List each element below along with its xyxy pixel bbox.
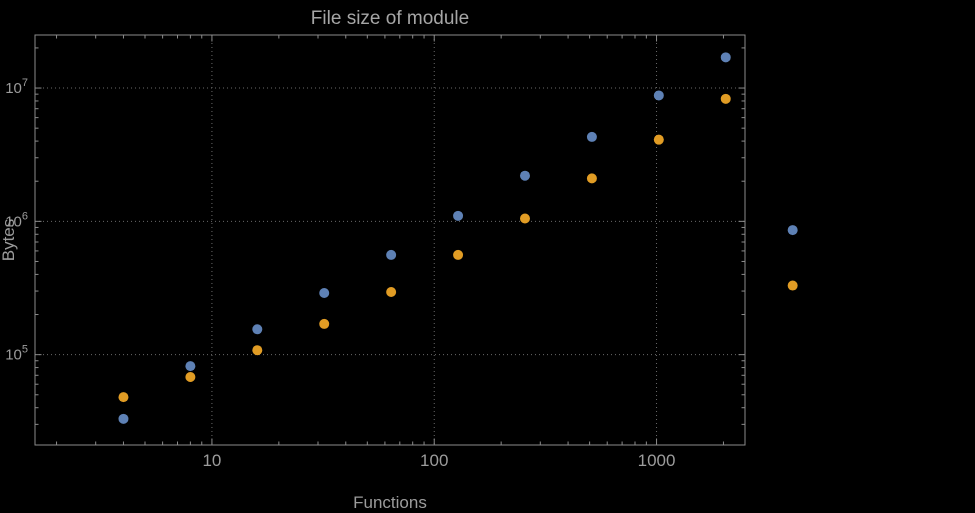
y-tick-label: 107 <box>5 77 28 97</box>
data-point-orange <box>252 345 263 356</box>
y-axis-label: Bytes <box>0 219 18 262</box>
data-point-blue <box>453 210 464 221</box>
data-point-orange <box>653 134 664 145</box>
x-axis-label: Functions <box>353 493 427 512</box>
data-point-blue <box>185 361 196 372</box>
data-point-orange <box>453 249 464 260</box>
data-point-blue <box>519 170 530 181</box>
data-point-orange <box>319 318 330 329</box>
x-tick-label: 1000 <box>638 451 676 470</box>
data-point-orange <box>185 371 196 382</box>
data-point-orange <box>720 93 731 104</box>
data-point-blue <box>252 324 263 335</box>
chart-layer: 10 100 1000 105 106 107 <box>5 34 798 470</box>
data-point-blue <box>118 413 129 424</box>
y-tick-label: 106 <box>5 210 28 230</box>
data-point-blue <box>319 288 330 299</box>
data-point-orange <box>118 392 129 403</box>
data-point-blue <box>586 131 597 142</box>
x-tick-label: 10 <box>202 451 221 470</box>
data-point-blue <box>787 225 798 236</box>
data-point-orange <box>586 173 597 184</box>
data-point-blue <box>653 90 664 101</box>
data-point-orange <box>519 213 530 224</box>
data-point-blue <box>720 52 731 63</box>
y-tick-label: 105 <box>5 344 28 364</box>
chart-title: File size of module <box>311 8 469 29</box>
data-point-orange <box>386 287 397 298</box>
plot-frame <box>34 34 746 446</box>
x-tick-label: 100 <box>420 451 448 470</box>
data-point-blue <box>386 249 397 260</box>
data-point-orange <box>787 280 798 291</box>
